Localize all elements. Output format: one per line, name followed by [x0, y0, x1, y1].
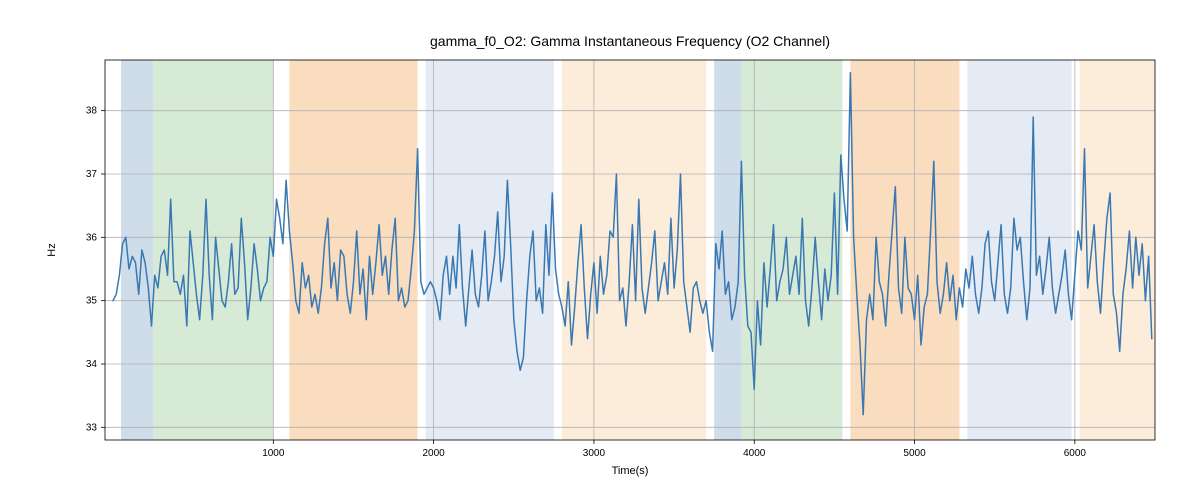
x-tick-label: 3000 — [583, 448, 606, 459]
region-band — [714, 60, 741, 440]
y-tick-label: 38 — [86, 106, 98, 117]
x-axis-label: Time(s) — [612, 465, 649, 477]
chart-title: gamma_f0_O2: Gamma Instantaneous Frequen… — [430, 33, 830, 49]
x-axis: 1000 2000 3000 4000 5000 6000 — [262, 440, 1086, 459]
chart-container: 1000 2000 3000 4000 5000 6000 33 34 35 36 37 38 gamm… — [0, 0, 1200, 500]
region-band — [289, 60, 417, 440]
x-tick-label: 1000 — [262, 448, 285, 459]
y-tick-label: 34 — [86, 359, 98, 370]
x-tick-label: 2000 — [423, 448, 446, 459]
y-tick-label: 37 — [86, 169, 98, 180]
x-tick-label: 6000 — [1064, 448, 1087, 459]
line-chart: 1000 2000 3000 4000 5000 6000 33 34 35 36 37 38 gamm… — [0, 0, 1200, 500]
region-band — [741, 60, 842, 440]
y-axis-label: Hz — [46, 243, 58, 256]
y-tick-label: 33 — [86, 422, 98, 433]
y-axis: 33 34 35 36 37 38 — [86, 106, 105, 434]
y-tick-label: 36 — [86, 232, 98, 243]
region-band — [967, 60, 1071, 440]
x-tick-label: 4000 — [743, 448, 766, 459]
y-tick-label: 35 — [86, 296, 98, 307]
background-regions — [121, 60, 1155, 440]
x-tick-label: 5000 — [903, 448, 926, 459]
region-band — [121, 60, 153, 440]
